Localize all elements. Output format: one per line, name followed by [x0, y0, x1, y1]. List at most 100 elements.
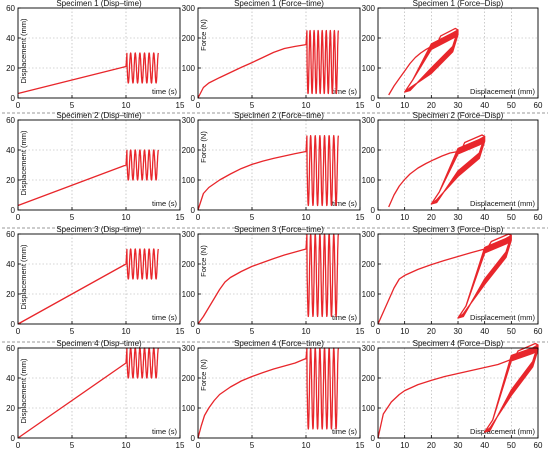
- y-tick-label: 20: [6, 290, 15, 299]
- y-tick-label: 300: [182, 116, 196, 125]
- x-tick-label: 10: [302, 327, 311, 336]
- y-tick-label: 0: [371, 94, 376, 103]
- x-tick-label: 15: [356, 327, 365, 336]
- y-tick-label: 300: [362, 344, 376, 353]
- x-tick-label: 0: [196, 327, 201, 336]
- chart-title: Specimen 4 (Force–Disp): [413, 339, 504, 348]
- x-axis-label: Displacement (mm): [470, 199, 536, 208]
- y-axis-label: Displacement (mm): [19, 358, 28, 424]
- data-series-line: [197, 347, 340, 439]
- y-tick-label: 300: [182, 4, 196, 13]
- y-tick-label: 100: [362, 176, 376, 185]
- x-tick-label: 0: [376, 213, 381, 222]
- x-tick-label: 5: [250, 441, 255, 450]
- x-tick-label: 20: [427, 213, 436, 222]
- x-tick-label: 15: [176, 441, 185, 450]
- y-tick-label: 300: [182, 344, 196, 353]
- chart-panel-s1-disp-time: 0 5 10 15 0 20 40 60 Specimen 1 (Disp–time) Displ…: [6, 0, 185, 110]
- chart-panel-s2-force-disp: 0 10 20 30 40 50 60 0 100 200 300 Specimen 2 (Force…: [362, 111, 543, 222]
- x-tick-label: 40: [480, 213, 489, 222]
- y-tick-label: 20: [6, 176, 15, 185]
- y-axis-label: Force (N): [199, 19, 208, 51]
- chart-title: Specimen 1 (Disp–time): [56, 0, 142, 8]
- plot-frame: [377, 347, 539, 439]
- x-tick-label: 60: [534, 101, 543, 110]
- x-tick-label: 5: [70, 213, 75, 222]
- plot-frame: [377, 233, 539, 325]
- y-tick-label: 40: [6, 146, 15, 155]
- data-series-line: [17, 248, 160, 325]
- plot-frame: [377, 7, 539, 99]
- x-axis-label: time (s): [332, 199, 358, 208]
- x-axis-label: time (s): [152, 427, 178, 436]
- x-tick-label: 50: [507, 213, 516, 222]
- x-tick-label: 10: [302, 213, 311, 222]
- y-tick-label: 20: [6, 404, 15, 413]
- y-tick-label: 100: [362, 64, 376, 73]
- y-tick-label: 300: [362, 4, 376, 13]
- x-tick-label: 5: [70, 101, 75, 110]
- y-axis-label: Displacement (mm): [19, 244, 28, 310]
- chart-title: Specimen 1 (Force–Disp): [413, 0, 504, 8]
- y-tick-label: 0: [11, 434, 16, 443]
- x-tick-label: 40: [480, 101, 489, 110]
- x-tick-label: 0: [16, 327, 21, 336]
- data-series-line: [197, 29, 340, 99]
- y-axis-label: Force (N): [199, 131, 208, 163]
- x-tick-label: 0: [16, 101, 21, 110]
- data-series-line: [17, 52, 160, 95]
- plot-frame: [17, 233, 181, 325]
- y-tick-label: 200: [182, 34, 196, 43]
- x-tick-label: 50: [507, 441, 516, 450]
- x-axis-label: Displacement (mm): [470, 427, 536, 436]
- plot-frame: [197, 347, 361, 439]
- x-tick-label: 20: [427, 101, 436, 110]
- y-tick-label: 200: [182, 146, 196, 155]
- x-tick-label: 15: [176, 213, 185, 222]
- x-axis-label: time (s): [152, 87, 178, 96]
- data-series-line: [17, 149, 160, 207]
- x-tick-label: 50: [507, 101, 516, 110]
- x-tick-label: 40: [480, 441, 489, 450]
- x-axis-label: time (s): [332, 427, 358, 436]
- chart-panel-s3-disp-time: 0 5 10 15 0 20 40 60 Specimen 3 (Disp–time) Displ…: [6, 225, 185, 336]
- x-tick-label: 0: [376, 101, 381, 110]
- y-tick-label: 300: [362, 230, 376, 239]
- x-tick-label: 15: [176, 327, 185, 336]
- plot-frame: [197, 7, 361, 99]
- x-tick-label: 20: [427, 441, 436, 450]
- x-tick-label: 10: [400, 213, 409, 222]
- data-series-line: [17, 347, 160, 439]
- y-tick-label: 60: [6, 344, 15, 353]
- x-tick-label: 10: [122, 327, 131, 336]
- x-tick-label: 0: [376, 441, 381, 450]
- x-tick-label: 5: [250, 327, 255, 336]
- y-tick-label: 0: [11, 94, 16, 103]
- chart-panel-s4-disp-time: 0 5 10 15 0 20 40 60 Specimen 4 (Disp–time) Displ…: [6, 339, 185, 450]
- y-tick-label: 200: [362, 374, 376, 383]
- y-tick-label: 40: [6, 374, 15, 383]
- x-tick-label: 30: [454, 441, 463, 450]
- y-tick-label: 0: [371, 206, 376, 215]
- plot-frame: [197, 233, 361, 325]
- x-tick-label: 0: [376, 327, 381, 336]
- chart-title: Specimen 3 (Force–Disp): [413, 225, 504, 234]
- y-tick-label: 0: [191, 434, 196, 443]
- y-axis-label: Displacement (mm): [19, 130, 28, 196]
- y-axis-label: Displacement (mm): [19, 18, 28, 84]
- x-tick-label: 40: [480, 327, 489, 336]
- y-tick-label: 0: [11, 320, 16, 329]
- x-tick-label: 20: [427, 327, 436, 336]
- chart-title: Specimen 4 (Force–time): [234, 339, 324, 348]
- x-tick-label: 15: [356, 101, 365, 110]
- x-tick-label: 0: [196, 101, 201, 110]
- x-tick-label: 0: [16, 441, 21, 450]
- plot-frame: [377, 119, 539, 211]
- chart-title: Specimen 2 (Disp–time): [56, 111, 142, 120]
- chart-title: Specimen 3 (Force–time): [234, 225, 324, 234]
- x-tick-label: 30: [454, 101, 463, 110]
- chart-panel-s3-force-time: 0 5 10 15 0 100 200 300 Specimen 3 (Force–time) F…: [182, 225, 365, 336]
- x-tick-label: 30: [454, 327, 463, 336]
- y-tick-label: 0: [371, 434, 376, 443]
- x-tick-label: 60: [534, 327, 543, 336]
